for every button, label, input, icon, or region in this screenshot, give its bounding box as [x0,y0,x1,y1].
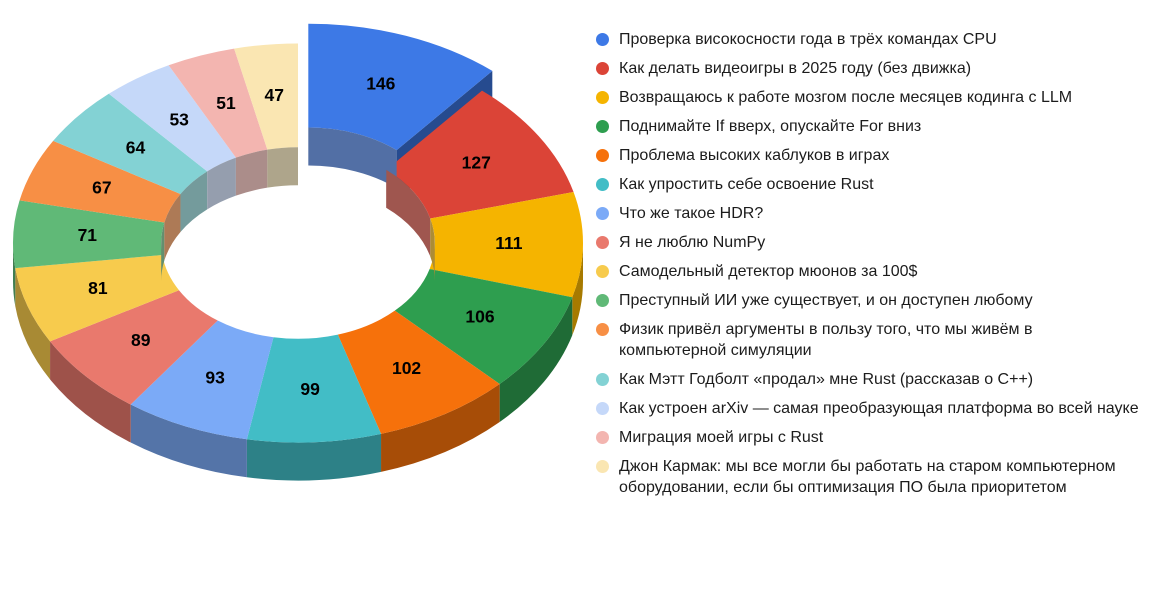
pie-slice[interactable] [15,255,179,342]
legend-item[interactable]: Что же такое HDR? [596,203,1143,224]
slice-inner-wall [164,193,181,261]
slice-value-label: 53 [169,110,189,130]
legend-item[interactable]: Джон Кармак: мы все могли бы работать на… [596,456,1143,498]
slice-value-label: 51 [216,93,236,113]
legend-color-dot [596,294,609,307]
legend-item[interactable]: Физик привёл аргументы в пользу того, чт… [596,319,1143,361]
legend-color-dot [596,120,609,133]
legend-item[interactable]: Как устроен arXiv — самая преобразующая … [596,398,1143,419]
legend-label: Физик привёл аргументы в пользу того, чт… [619,321,1033,359]
slice-inner-wall [207,157,236,210]
slice-value-label: 111 [495,233,523,253]
legend-item[interactable]: Как упростить себе освоение Rust [596,174,1143,195]
legend-label: Проблема высоких каблуков в играх [619,147,890,164]
slice-outer-wall [130,404,247,478]
slice-inner-wall [161,222,165,281]
legend-color-dot [596,402,609,415]
legend-color-dot [596,323,609,336]
pie-slice[interactable] [130,320,274,440]
legend-item[interactable]: Я не люблю NumPy [596,232,1143,253]
legend-color-dot [596,149,609,162]
legend-item[interactable]: Возвращаюсь к работе мозгом после месяце… [596,87,1143,108]
pie-slice[interactable] [386,90,574,219]
legend-color-dot [596,178,609,191]
legend-label: Что же такое HDR? [619,205,764,222]
chart-legend: Проверка високосности года в трёх команд… [592,0,1161,615]
slice-inner-wall [430,218,435,281]
pie-slice[interactable] [53,93,208,194]
slice-inner-wall [308,127,397,189]
slice-outer-wall [15,268,51,380]
slice-outer-wall [246,433,382,481]
slice-value-label: 89 [131,330,151,350]
donut-chart-canvas: 146 127 111 106 102 99 93 89 81 71 67 64 53 51 47 [13,23,584,481]
slice-value-label: 146 [366,73,395,93]
legend-label: Как устроен arXiv — самая преобразующая … [619,400,1139,417]
legend-label: Миграция моей игры с Rust [619,429,824,446]
pie-slice[interactable] [308,23,493,151]
legend-label: Самодельный детектор мюонов за 100$ [619,263,918,280]
pie-slice[interactable] [108,65,236,172]
legend-color-dot [596,33,609,46]
legend-item[interactable]: Миграция моей игры с Rust [596,427,1143,448]
slice-outer-wall [381,383,500,472]
slice-inner-wall [386,169,431,257]
slice-value-label: 99 [300,379,320,399]
legend-color-dot [596,460,609,473]
legend-label: Джон Кармак: мы все могли бы работать на… [619,458,1116,496]
slice-outer-wall [572,243,583,336]
pie-slice[interactable] [337,310,500,434]
slice-outer-wall [13,243,16,307]
legend-color-dot [596,265,609,278]
legend-color-dot [596,431,609,444]
slice-value-label: 47 [264,85,283,105]
legend-label: Я не люблю NumPy [619,234,766,251]
legend-item[interactable]: Проблема высоких каблуков в играх [596,145,1143,166]
slice-inner-wall [267,147,298,188]
slice-value-label: 102 [392,358,421,378]
legend-item[interactable]: Поднимайте If вверх, опускайте For вниз [596,116,1143,137]
legend-label: Как делать видеоигры в 2025 году (без дв… [619,60,972,77]
slice-value-label: 81 [88,278,108,298]
pie-slice[interactable] [19,140,181,223]
legend-item[interactable]: Как делать видеоигры в 2025 году (без дв… [596,58,1143,79]
donut-chart: 146 127 111 106 102 99 93 89 81 71 67 64 53 51 47 [13,23,584,481]
slice-value-label: 64 [126,138,146,158]
legend-label: Преступный ИИ уже существует, и он досту… [619,292,1033,309]
pie-slice[interactable] [234,43,298,150]
legend-item[interactable]: Самодельный детектор мюонов за 100$ [596,261,1143,282]
legend-color-dot [596,62,609,75]
slice-value-label: 71 [78,225,98,245]
slice-value-label: 67 [92,177,111,197]
slice-value-label: 127 [462,153,491,173]
slice-value-label: 93 [205,367,225,387]
pie-slice[interactable] [429,192,584,298]
pie-slice[interactable] [13,200,165,269]
legend-label: Возвращаюсь к работе мозгом после месяце… [619,89,1073,106]
legend-label: Как упростить себе освоение Rust [619,176,874,193]
pie-slice[interactable] [394,269,573,384]
legend-color-dot [596,91,609,104]
legend-color-dot [596,236,609,249]
pie-slice[interactable] [246,334,382,443]
legend-item[interactable]: Проверка високосности года в трёх команд… [596,29,1143,50]
slice-inner-wall [235,149,268,196]
legend-label: Поднимайте If вверх, опускайте For вниз [619,118,922,135]
pie-slice[interactable] [50,290,218,405]
slice-value-label: 106 [465,306,494,326]
legend-item[interactable]: Преступный ИИ уже существует, и он досту… [596,290,1143,311]
legend-label: Как Мэтт Годболт «продал» мне Rust (расс… [619,371,1034,388]
slice-outer-wall [499,297,573,422]
pie-slice[interactable] [168,48,268,158]
slice-inner-wall [180,171,208,232]
legend-color-dot [596,207,609,220]
legend-label: Проверка високосности года в трёх команд… [619,31,997,48]
legend-item[interactable]: Как Мэтт Годболт «продал» мне Rust (расс… [596,369,1143,390]
slice-outer-wall [50,341,131,443]
legend-color-dot [596,373,609,386]
